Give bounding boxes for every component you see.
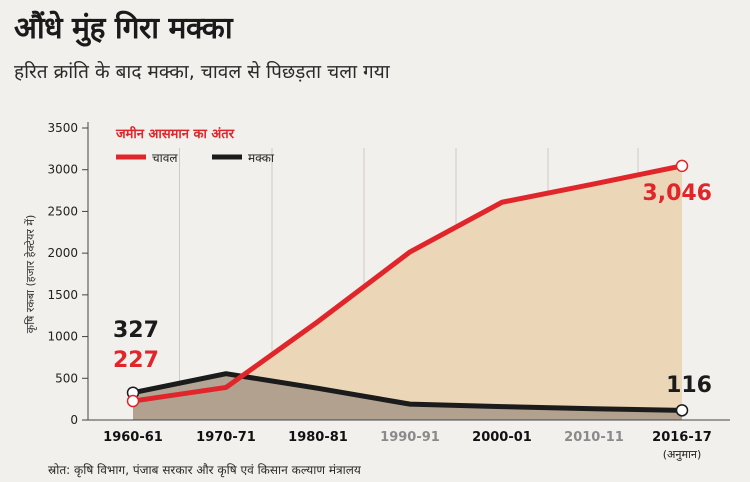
endpoint-marker	[675, 159, 689, 173]
line-layer	[126, 159, 689, 417]
x-tick-label: 1960-61	[103, 430, 163, 445]
y-tick-label: 1500	[47, 288, 78, 302]
endpoint-marker	[126, 394, 140, 408]
chart-title: औंधे मुंह गिरा मक्का	[14, 11, 233, 46]
x-tick-label: 1970-71	[196, 430, 256, 445]
x-tick-label: 2000-01	[472, 430, 532, 445]
maize-line	[130, 371, 685, 413]
legend-label-rice: चावल	[152, 151, 178, 165]
x-tick-note: (अनुमान)	[663, 448, 702, 461]
y-axis-label: कृषि रकबा (हजार हेक्टेयर में)	[24, 215, 37, 334]
annotation-maize-end: 116	[666, 373, 712, 398]
y-tick-label: 3500	[47, 121, 78, 135]
legend-layer: जमीन आसमान का अंतर चावल मक्का	[115, 126, 275, 165]
endpoint-marker	[675, 404, 689, 417]
y-tick-label: 3000	[47, 163, 78, 177]
label-layer: 327 227 3,046 116	[113, 181, 712, 398]
y-tick-label: 1000	[47, 330, 78, 344]
legend-label-maize: मक्का	[248, 151, 275, 165]
y-tick-label: 2000	[47, 246, 78, 260]
annotation-maize-start: 327	[113, 318, 159, 343]
y-tick-label: 0	[70, 413, 78, 427]
y-tick-label: 500	[55, 371, 78, 385]
x-tick-label: 2016-17	[652, 430, 712, 445]
axis-layer: 0 500 1000 1500 2000 2500 3000 3500 कृषि रकबा (ह…	[24, 121, 730, 461]
legend-title: जमीन आसमान का अंतर	[115, 126, 235, 142]
area-layer	[133, 165, 682, 420]
annotation-rice-end: 3,046	[642, 181, 712, 206]
rice-line	[130, 163, 685, 404]
y-tick-label: 2500	[47, 204, 78, 218]
x-tick-label: 1990-91	[380, 430, 440, 445]
annotation-rice-start: 227	[113, 348, 159, 373]
x-tick-label: 2010-11	[564, 430, 624, 445]
x-tick-label: 1980-81	[288, 430, 348, 445]
source-note: स्रोत: कृषि विभाग, पंजाब सरकार और कृषि ए…	[48, 463, 361, 477]
chart-subtitle: हरित क्रांति के बाद मक्का, चावल से पिछड़…	[14, 61, 390, 83]
